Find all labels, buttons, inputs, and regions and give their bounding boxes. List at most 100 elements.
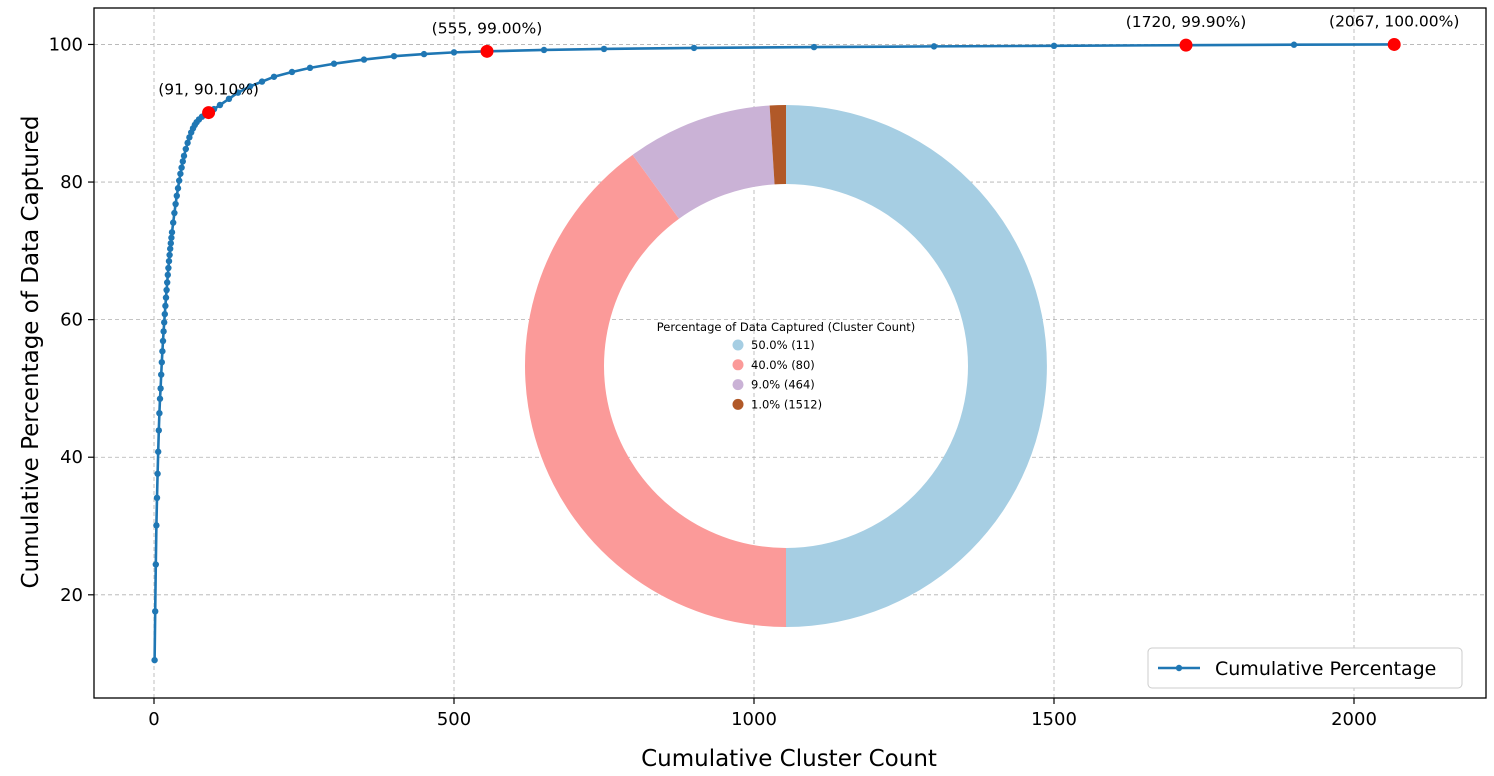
y-axis-label: Cumulative Percentage of Data Captured bbox=[18, 115, 44, 588]
donut-slice-0 bbox=[786, 105, 1047, 627]
data-point bbox=[152, 608, 159, 615]
data-point bbox=[152, 561, 159, 568]
x-axis-label: Cumulative Cluster Count bbox=[641, 746, 937, 772]
highlight-point bbox=[1179, 38, 1193, 52]
x-tick-label: 500 bbox=[437, 709, 471, 730]
data-point bbox=[246, 83, 254, 90]
y-tick-label: 60 bbox=[60, 310, 83, 331]
data-point bbox=[176, 177, 183, 184]
highlight-label: (555, 99.00%) bbox=[432, 19, 543, 37]
data-point bbox=[164, 279, 171, 286]
data-point bbox=[159, 337, 167, 345]
highlight-point bbox=[1387, 37, 1401, 51]
data-point bbox=[420, 50, 428, 58]
data-point bbox=[234, 89, 242, 96]
x-tick-label: 1500 bbox=[1031, 709, 1077, 730]
y-tick-label: 100 bbox=[49, 34, 83, 55]
donut-legend-marker bbox=[732, 398, 744, 410]
data-point bbox=[179, 158, 186, 165]
donut-slice-2 bbox=[632, 105, 775, 219]
data-point bbox=[168, 229, 176, 236]
data-point bbox=[167, 240, 174, 247]
data-point bbox=[270, 73, 278, 80]
data-point bbox=[162, 302, 169, 310]
highlight-label: (2067, 100.00%) bbox=[1329, 12, 1459, 30]
labels-layer: Cumulative Cluster Count Cumulative Perc… bbox=[18, 115, 937, 772]
data-point bbox=[390, 52, 398, 60]
data-point bbox=[360, 56, 368, 63]
donut-legend-marker bbox=[732, 339, 744, 351]
highlight-label: (91, 90.10%) bbox=[158, 81, 259, 99]
data-point bbox=[186, 134, 193, 141]
line-legend: Cumulative Percentage bbox=[1147, 647, 1463, 689]
data-point bbox=[172, 200, 179, 208]
data-point bbox=[1290, 41, 1298, 48]
data-point bbox=[156, 409, 163, 417]
data-point bbox=[151, 656, 158, 664]
data-point bbox=[174, 185, 182, 192]
data-point bbox=[159, 348, 166, 355]
data-point bbox=[180, 152, 188, 160]
data-point bbox=[158, 359, 165, 366]
data-point bbox=[158, 371, 165, 378]
data-point bbox=[170, 219, 177, 226]
legend-marker bbox=[1175, 664, 1183, 672]
line-chart: (91, 90.10%) (555, 99.00%) (1720, 99.90%) (… bbox=[151, 12, 1459, 664]
data-point bbox=[288, 68, 296, 76]
data-point bbox=[306, 64, 314, 72]
donut-legend-label: 9.0% (464) bbox=[751, 378, 815, 392]
donut-legend-label: 1.0% (1512) bbox=[751, 397, 822, 411]
donut-legend-label: 50.0% (11) bbox=[751, 338, 815, 352]
donut-chart: Percentage of Data Captured (Cluster Cou… bbox=[525, 105, 1047, 627]
data-point bbox=[161, 319, 168, 326]
data-point bbox=[450, 49, 458, 56]
data-point bbox=[1050, 42, 1058, 50]
data-point bbox=[155, 448, 162, 455]
data-point bbox=[162, 294, 170, 301]
y-tick-label: 80 bbox=[60, 172, 83, 193]
data-point bbox=[154, 470, 161, 477]
data-point bbox=[156, 395, 164, 402]
data-point bbox=[167, 245, 174, 252]
data-point bbox=[690, 44, 698, 52]
data-point bbox=[161, 310, 168, 318]
legend-label: Cumulative Percentage bbox=[1215, 658, 1436, 680]
highlight-point bbox=[480, 44, 494, 58]
data-point bbox=[182, 145, 189, 153]
donut-slice-1 bbox=[525, 154, 786, 627]
donut-slice-3 bbox=[769, 105, 786, 185]
donut-legend-title: Percentage of Data Captured (Cluster Cou… bbox=[657, 320, 915, 334]
data-point bbox=[178, 164, 185, 171]
axes-layer: 0 500 1000 1500 2000 20 40 60 80 100 bbox=[49, 7, 1487, 730]
data-point bbox=[165, 264, 172, 272]
legend-box bbox=[1147, 647, 1463, 689]
data-point bbox=[173, 192, 180, 200]
x-tick-label: 1000 bbox=[731, 709, 777, 730]
data-point bbox=[225, 95, 233, 103]
x-tick-label: 2000 bbox=[1331, 709, 1377, 730]
donut-legend-marker bbox=[732, 379, 744, 391]
data-point bbox=[166, 251, 173, 259]
data-point bbox=[168, 234, 175, 241]
data-point bbox=[153, 494, 161, 502]
data-point bbox=[258, 78, 266, 85]
plot-frame bbox=[93, 7, 1487, 699]
data-point bbox=[330, 60, 338, 67]
data-point bbox=[157, 385, 164, 392]
data-point bbox=[155, 427, 162, 434]
data-point bbox=[540, 46, 548, 54]
highlight-point bbox=[202, 106, 216, 120]
data-point bbox=[153, 522, 160, 529]
data-point bbox=[160, 328, 167, 335]
data-point bbox=[184, 139, 191, 147]
donut-legend-label: 40.0% (80) bbox=[751, 358, 815, 372]
x-tick-label: 0 bbox=[148, 709, 159, 730]
data-point bbox=[164, 271, 171, 279]
data-point bbox=[930, 43, 938, 50]
data-point bbox=[600, 45, 608, 53]
y-tick-label: 20 bbox=[60, 585, 83, 606]
data-point bbox=[216, 101, 224, 109]
data-point bbox=[165, 257, 173, 265]
data-point bbox=[810, 43, 818, 51]
